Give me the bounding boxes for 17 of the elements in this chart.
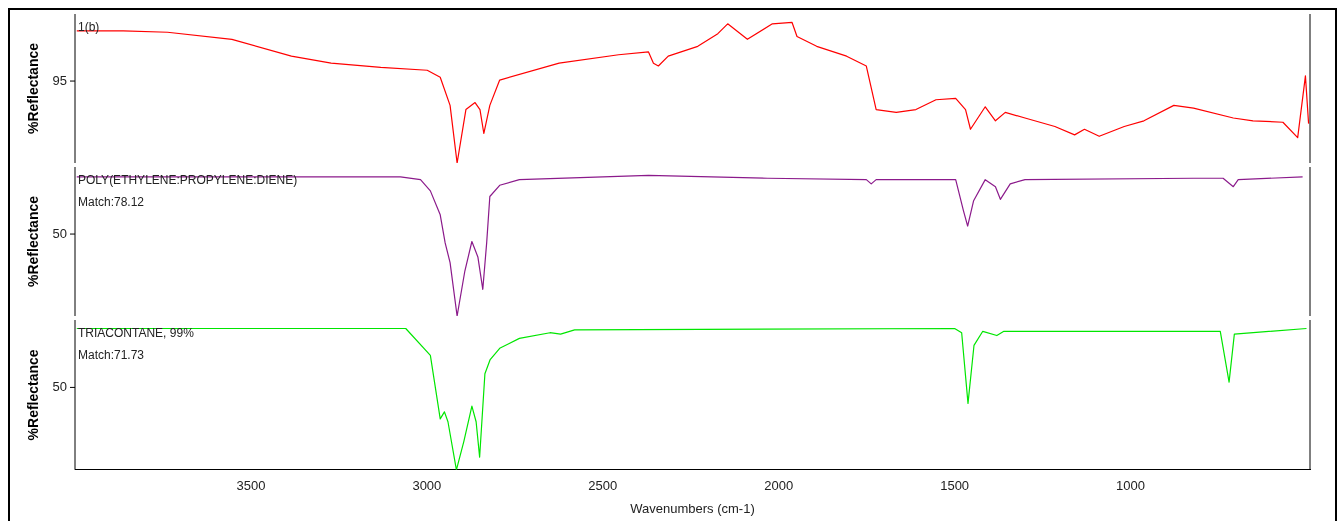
annotation: Match:71.73: [78, 348, 145, 363]
text: 50: [52, 378, 67, 394]
x-tick-label: 1000: [1116, 478, 1146, 494]
annotation: TRIACONTANE, 99%: [78, 326, 195, 341]
x-tick-label: 2000: [764, 478, 794, 494]
x-tick-label: 1500: [940, 478, 970, 494]
x-tick-label: 3500: [236, 478, 266, 494]
text: 50: [52, 225, 67, 241]
y-axis-title: %Reflectance: [24, 42, 41, 135]
annotation: POLY(ETHYLENE:PROPYLENE:DIENE): [78, 173, 298, 188]
x-axis-title: Wavenumbers (cm-1): [630, 500, 755, 516]
y-axis-title: %Reflectance: [24, 195, 41, 288]
annotation: Match:78.12: [78, 195, 145, 210]
text: 95: [52, 72, 67, 88]
y-axis-title: %Reflectance: [24, 349, 41, 441]
x-tick-label: 2500: [588, 478, 618, 494]
x-tick-label: 3000: [412, 478, 442, 494]
